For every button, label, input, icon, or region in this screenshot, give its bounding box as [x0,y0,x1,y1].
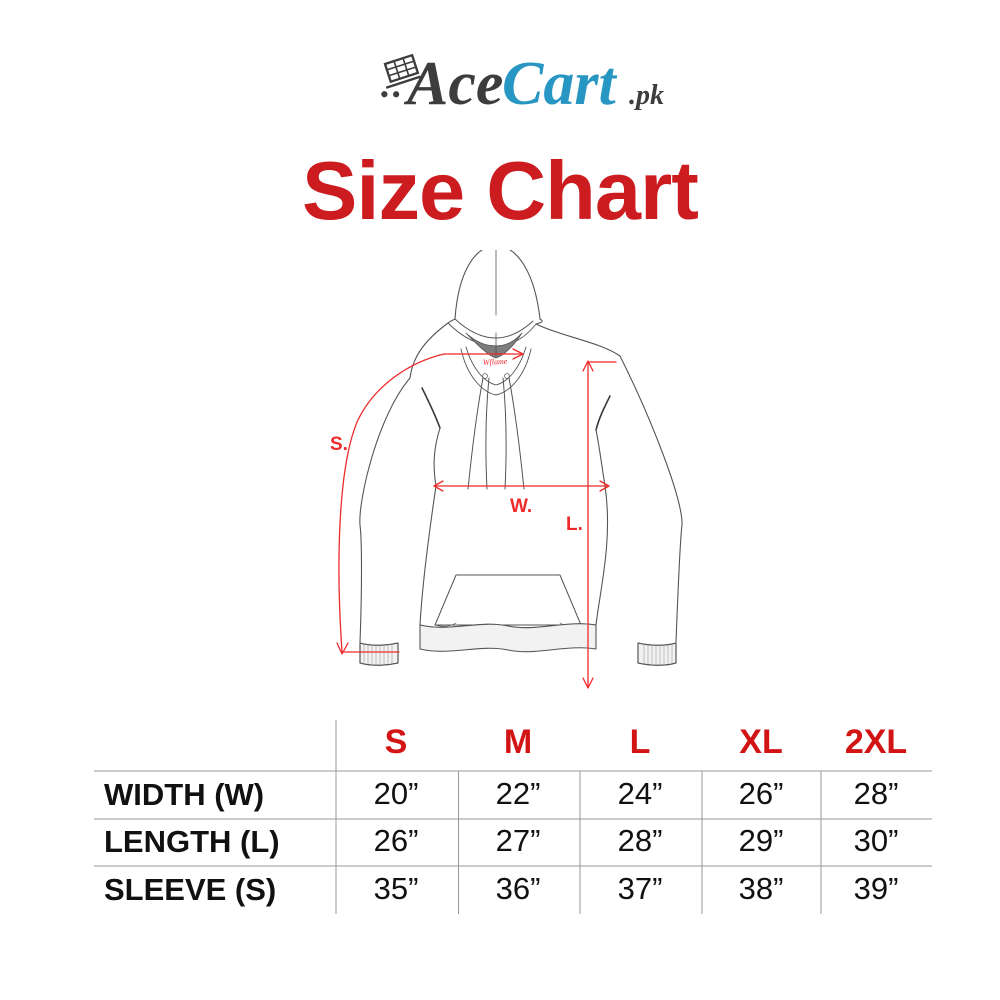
svg-text:WIDTH (W): WIDTH (W) [104,777,264,812]
svg-text:Ace: Ace [403,50,503,118]
svg-text:35”: 35” [374,871,419,906]
svg-text:26”: 26” [739,776,784,811]
svg-text:.pk: .pk [629,80,664,111]
svg-text:S.: S. [330,434,348,455]
svg-text:W.: W. [510,496,532,517]
svg-text:LENGTH (L): LENGTH (L) [104,824,280,859]
svg-text:29”: 29” [739,823,784,858]
svg-text:30”: 30” [854,823,899,858]
svg-text:28”: 28” [618,823,663,858]
svg-text:28”: 28” [854,776,899,811]
svg-text:S: S [385,723,408,761]
svg-text:22”: 22” [496,776,541,811]
svg-text:37”: 37” [618,871,663,906]
svg-text:39”: 39” [854,871,899,906]
svg-text:XL: XL [739,723,782,761]
svg-text:27”: 27” [496,823,541,858]
svg-text:20”: 20” [374,776,419,811]
svg-text:38”: 38” [739,871,784,906]
svg-text:2XL: 2XL [845,723,907,761]
svg-text:L: L [630,723,651,761]
svg-text:M: M [504,723,532,761]
svg-text:Cart: Cart [502,50,617,118]
svg-text:24”: 24” [618,776,663,811]
svg-text:L.: L. [566,514,583,535]
svg-text:36”: 36” [496,871,541,906]
svg-text:26”: 26” [374,823,419,858]
svg-text:Wflame: Wflame [483,357,508,367]
svg-text:SLEEVE (S): SLEEVE (S) [104,872,276,907]
